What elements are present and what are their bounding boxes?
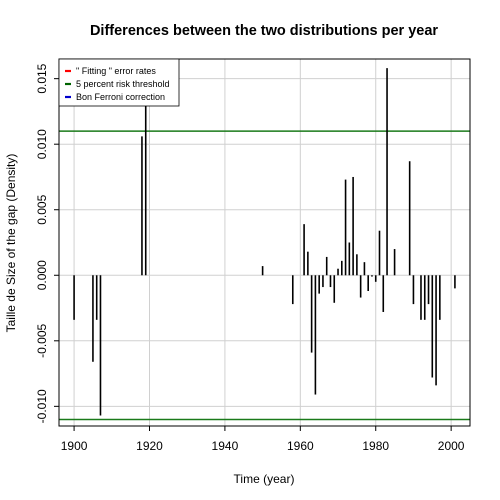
- x-tick-label: 2000: [438, 439, 465, 453]
- legend-label: " Fitting " error rates: [76, 66, 156, 76]
- x-tick-label: 1960: [287, 439, 314, 453]
- x-tick-label: 1940: [212, 439, 239, 453]
- x-axis-label: Time (year): [234, 472, 295, 486]
- y-tick-label: 0.005: [35, 194, 49, 224]
- y-tick-label: 0.000: [35, 260, 49, 290]
- y-axis-label: Taille de Size of the gap (Density): [4, 154, 18, 333]
- x-tick-label: 1920: [136, 439, 163, 453]
- x-tick-label: 1900: [61, 439, 88, 453]
- x-tick-label: 1980: [362, 439, 389, 453]
- x-axis: 1900 1920 1940 1960 1980 2000: [61, 426, 465, 453]
- grid: [59, 59, 470, 426]
- y-axis: -0.010 -0.005 0.000 0.005 0.010 0.015: [35, 63, 59, 423]
- y-tick-label: 0.010: [35, 129, 49, 159]
- legend-label: 5 percent risk threshold: [76, 79, 170, 89]
- legend-label: Bon Ferroni correction: [76, 92, 165, 102]
- legend-box: [58, 58, 180, 107]
- threshold-lines: [59, 130, 470, 421]
- legend: " Fitting " error rates 5 percent risk th…: [58, 58, 180, 107]
- bars: [73, 68, 456, 416]
- y-tick-label: 0.015: [35, 63, 49, 93]
- plot-frame: [58, 58, 471, 427]
- y-tick-label: -0.005: [35, 323, 49, 357]
- y-tick-label: -0.010: [35, 389, 49, 423]
- chart-title: Differences between the two distribution…: [90, 23, 438, 39]
